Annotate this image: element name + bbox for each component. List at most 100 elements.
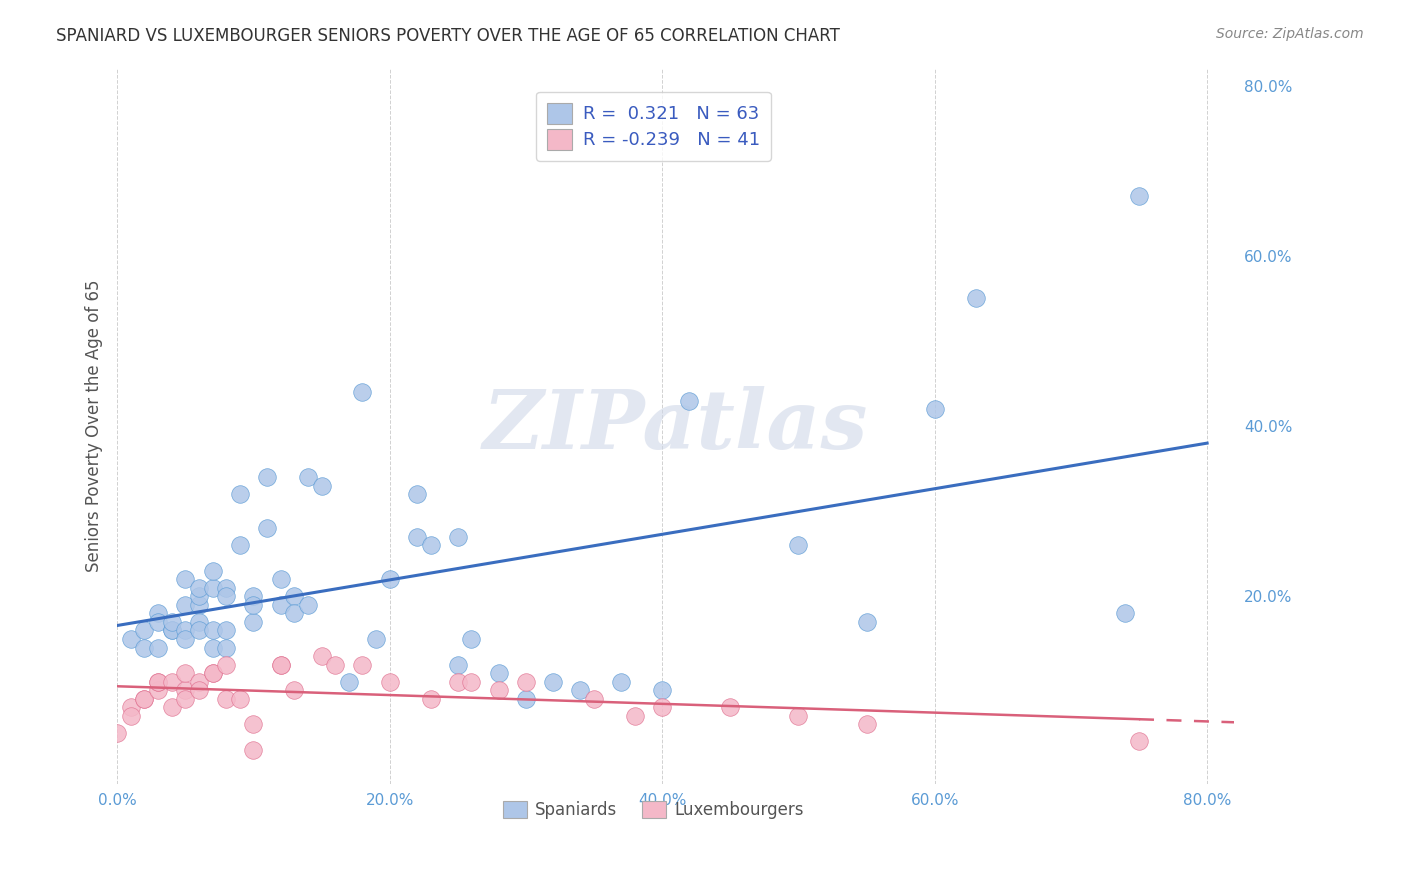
Point [447, 657, 470, 672]
Point [582, 691, 605, 706]
Point [146, 683, 169, 698]
Point [160, 674, 183, 689]
Point [201, 564, 224, 578]
Point [378, 674, 401, 689]
Point [270, 573, 292, 587]
Point [787, 708, 810, 723]
Point [256, 521, 278, 535]
Point [120, 700, 142, 714]
Point [146, 640, 169, 655]
Point [215, 581, 238, 595]
Point [406, 487, 429, 501]
Point [174, 624, 197, 638]
Point [201, 581, 224, 595]
Point [215, 590, 238, 604]
Legend: Spaniards, Luxembourgers: Spaniards, Luxembourgers [496, 794, 810, 825]
Point [134, 691, 156, 706]
Point [201, 640, 224, 655]
Point [447, 530, 470, 544]
Point [242, 742, 264, 756]
Point [215, 691, 238, 706]
Point [174, 666, 197, 681]
Point [201, 666, 224, 681]
Point [174, 683, 197, 698]
Point [242, 615, 264, 629]
Point [187, 581, 209, 595]
Point [311, 479, 333, 493]
Point [447, 674, 470, 689]
Point [569, 683, 592, 698]
Point [187, 598, 209, 612]
Point [146, 674, 169, 689]
Point [187, 590, 209, 604]
Point [229, 538, 252, 552]
Point [283, 590, 305, 604]
Point [134, 691, 156, 706]
Point [610, 674, 633, 689]
Point [160, 700, 183, 714]
Point [229, 691, 252, 706]
Point [488, 666, 510, 681]
Point [406, 530, 429, 544]
Point [160, 615, 183, 629]
Point [187, 615, 209, 629]
Point [270, 657, 292, 672]
Point [651, 700, 673, 714]
Point [283, 683, 305, 698]
Point [787, 538, 810, 552]
Point [855, 615, 877, 629]
Point [651, 683, 673, 698]
Point [718, 700, 741, 714]
Point [229, 487, 252, 501]
Text: ZIPatlas: ZIPatlas [484, 386, 869, 467]
Point [1128, 189, 1150, 203]
Point [256, 470, 278, 484]
Point [146, 615, 169, 629]
Point [134, 640, 156, 655]
Point [270, 657, 292, 672]
Point [364, 632, 387, 646]
Point [352, 657, 374, 672]
Point [134, 624, 156, 638]
Point [515, 674, 537, 689]
Point [146, 674, 169, 689]
Point [242, 590, 264, 604]
Point [855, 717, 877, 731]
Point [965, 292, 987, 306]
Point [378, 573, 401, 587]
Text: SPANIARD VS LUXEMBOURGER SENIORS POVERTY OVER THE AGE OF 65 CORRELATION CHART: SPANIARD VS LUXEMBOURGER SENIORS POVERTY… [56, 27, 841, 45]
Y-axis label: Seniors Poverty Over the Age of 65: Seniors Poverty Over the Age of 65 [86, 280, 103, 573]
Text: Source: ZipAtlas.com: Source: ZipAtlas.com [1216, 27, 1364, 41]
Point [297, 470, 319, 484]
Point [187, 624, 209, 638]
Point [146, 607, 169, 621]
Point [678, 393, 700, 408]
Point [120, 632, 142, 646]
Point [242, 717, 264, 731]
Point [311, 648, 333, 663]
Point [419, 538, 441, 552]
Point [460, 632, 482, 646]
Point [419, 691, 441, 706]
Point [174, 691, 197, 706]
Point [1114, 607, 1136, 621]
Point [488, 683, 510, 698]
Point [515, 691, 537, 706]
Point [187, 674, 209, 689]
Point [215, 624, 238, 638]
Point [541, 674, 564, 689]
Point [242, 598, 264, 612]
Point [174, 573, 197, 587]
Point [120, 708, 142, 723]
Point [323, 657, 346, 672]
Point [283, 607, 305, 621]
Point [460, 674, 482, 689]
Point [201, 624, 224, 638]
Point [105, 725, 128, 739]
Point [174, 598, 197, 612]
Point [201, 666, 224, 681]
Point [624, 708, 647, 723]
Point [270, 598, 292, 612]
Point [215, 657, 238, 672]
Point [352, 385, 374, 400]
